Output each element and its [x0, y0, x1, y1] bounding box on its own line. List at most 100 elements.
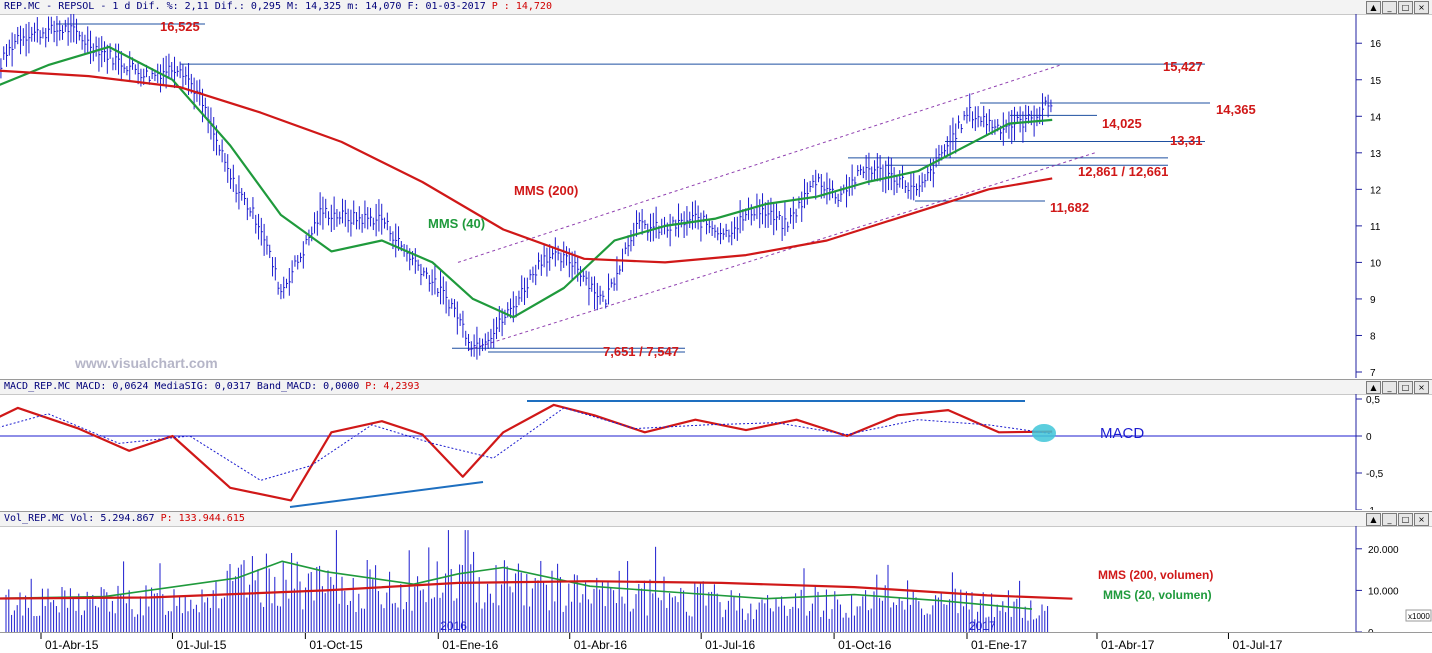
macd-maximize-button[interactable]: □ — [1398, 381, 1413, 394]
volume-maximize-button[interactable]: □ — [1398, 513, 1413, 526]
year-mark-label: 2017 — [969, 619, 996, 633]
price-tick-label: 9 — [1370, 295, 1376, 306]
mms200-label: MMS (200) — [514, 183, 578, 198]
volume-minimize-button[interactable]: _ — [1382, 513, 1397, 526]
time-tick-label: 01-Oct-16 — [838, 638, 892, 652]
maximize-button[interactable]: □ — [1398, 1, 1413, 14]
macd-chart: 0,5 0 -0,5 -1 MACD — [0, 394, 1384, 510]
vol-mms20-line — [0, 560, 1033, 610]
signal-value: MediaSIG: 0,0317 — [154, 381, 251, 392]
dif: Dif.: 0,295 — [214, 1, 281, 12]
min-value: m: 14,070 — [347, 1, 402, 12]
band-value: Band_MACD: 0,0000 — [256, 381, 360, 392]
volume-close-button[interactable]: × — [1414, 513, 1429, 526]
macd-pane-header: MACD_REP.MC MACD: 0,0624 MediaSIG: 0,031… — [0, 380, 1432, 395]
symbol: REP.MC — [4, 1, 41, 12]
macd-pane-label: MACD — [1100, 425, 1144, 442]
price-pane[interactable]: REP.MC - REPSOL - 1 d Dif. %: 2,11 Dif.:… — [0, 0, 1432, 378]
volume-pane[interactable]: Vol_REP.MC Vol: 5.294.867 P: 133.944.615… — [0, 511, 1432, 633]
macd-scroll-up-icon[interactable]: ▲ — [1366, 381, 1381, 394]
macd-highlight-circle — [1032, 424, 1056, 442]
macd-signal-line — [0, 407, 1053, 481]
macd-trendline-bottom — [289, 481, 484, 508]
price-tick-label: 10 — [1370, 258, 1382, 269]
level-label-2: 15,427 — [1163, 59, 1203, 74]
volume-multiplier: x1000 — [1408, 612, 1430, 621]
channel-lower-line — [467, 152, 1096, 351]
macd-indicator-label: MACD_REP.MC — [4, 381, 71, 392]
macd-pane[interactable]: MACD_REP.MC MACD: 0,0624 MediaSIG: 0,031… — [0, 379, 1432, 510]
macd-tick-label: -0,5 — [1366, 469, 1384, 480]
vol-mms200-line — [0, 580, 1073, 600]
time-tick-label: 01-Ene-16 — [442, 638, 498, 652]
volume-scroll-up-icon[interactable]: ▲ — [1366, 513, 1381, 526]
macd-tick-label: 0,5 — [1366, 395, 1380, 406]
price-tick-label: 11 — [1370, 222, 1381, 233]
level-label-3: 14,365 — [1216, 102, 1256, 117]
time-axis-svg: 01-Abr-15 01-Jul-15 01-Oct-15 01-Ene-16 01-A… — [40, 633, 1283, 652]
price-chart: 16 15 14 13 12 11 10 9 8 7 www.visualchart.com MM… — [0, 14, 1382, 378]
volume-tick-label: 0 — [1368, 628, 1374, 633]
macd-tick-label: -1 — [1366, 506, 1375, 510]
price-pane-header: REP.MC - REPSOL - 1 d Dif. %: 2,11 Dif.:… — [0, 0, 1432, 15]
macd-tick-label: 0 — [1366, 432, 1372, 443]
volume-tick-label: 10.000 — [1368, 586, 1399, 597]
mms200-line — [0, 69, 1053, 264]
volume-header-text: Vol_REP.MC Vol: 5.294.867 P: 133.944.615 — [4, 513, 245, 525]
vol-mms200-label: MMS (200, volumen) — [1098, 568, 1213, 582]
watermark: www.visualchart.com — [74, 355, 218, 371]
price-window-buttons: ▲ _ □ × — [1366, 1, 1429, 14]
macd-close-button[interactable]: × — [1414, 381, 1429, 394]
price-tick-label: 12 — [1370, 185, 1382, 196]
period: 1 d — [112, 1, 131, 12]
max-value: M: 14,325 — [287, 1, 342, 12]
time-tick-label: 01-Jul-16 — [705, 638, 755, 652]
price-tick-label: 8 — [1370, 331, 1376, 342]
level-label-5: 13,31 — [1170, 133, 1203, 148]
volume-tick-label: 20.000 — [1368, 545, 1399, 556]
instrument-name: REPSOL — [58, 1, 95, 12]
close-button[interactable]: × — [1414, 1, 1429, 14]
mms40-line — [0, 45, 1053, 319]
time-tick-label: 01-Abr-15 — [45, 638, 99, 652]
macd-header-text: MACD_REP.MC MACD: 0,0624 MediaSIG: 0,031… — [4, 381, 419, 393]
volume-value: Vol: 5.294.867 — [70, 513, 155, 524]
volume-price: P: 133.944.615 — [160, 513, 245, 524]
volume-chart: 20.000 10.000 0 MMS (200, volumen) MMS (20… — [0, 526, 1432, 633]
volume-multiplier-box — [1405, 609, 1432, 622]
time-tick-label: 01-Jul-15 — [176, 638, 226, 652]
volume-indicator-label: Vol_REP.MC — [4, 513, 65, 524]
price-tick-label: 7 — [1370, 368, 1376, 378]
level-label-7: 11,682 — [1050, 200, 1089, 215]
dif-pct: Dif. %: 2,11 — [136, 1, 209, 12]
time-tick-label: 01-Oct-15 — [309, 638, 363, 652]
last-price: P : 14,720 — [491, 1, 552, 12]
minimize-button[interactable]: _ — [1382, 1, 1397, 14]
scroll-up-icon[interactable]: ▲ — [1366, 1, 1381, 14]
volume-window-buttons: ▲ _ □ × — [1366, 513, 1429, 526]
vol-mms20-label: MMS (20, volumen) — [1103, 588, 1212, 602]
level-label-8: 7,651 / 7,547 — [603, 344, 679, 359]
macd-minimize-button[interactable]: _ — [1382, 381, 1397, 394]
price-header-text: REP.MC - REPSOL - 1 d Dif. %: 2,11 Dif.:… — [4, 1, 552, 12]
level-label-1: 16,525 — [160, 19, 200, 34]
level-label-6: 12,861 / 12,661 — [1078, 164, 1168, 179]
time-tick-label: 01-Abr-17 — [1101, 638, 1155, 652]
macd-line — [0, 403, 1053, 502]
time-tick-label: 01-Abr-16 — [574, 638, 628, 652]
macd-value: MACD: 0,0624 — [76, 381, 149, 392]
macd-price: P: 4,2393 — [365, 381, 420, 392]
price-tick-label: 16 — [1370, 39, 1382, 50]
level-label-4: 14,025 — [1102, 116, 1142, 131]
time-axis: 01-Abr-15 01-Jul-15 01-Oct-15 01-Ene-16 01-A… — [0, 632, 1432, 653]
price-tick-label: 14 — [1370, 112, 1382, 123]
volume-pane-header: Vol_REP.MC Vol: 5.294.867 P: 133.944.615… — [0, 512, 1432, 527]
time-tick-label: 01-Ene-17 — [971, 638, 1027, 652]
macd-window-buttons: ▲ _ □ × — [1366, 381, 1429, 394]
price-tick-label: 15 — [1370, 76, 1382, 87]
year-mark-label: 2016 — [440, 619, 467, 633]
date-value: F: 01-03-2017 — [407, 1, 486, 12]
time-tick-label: 01-Jul-17 — [1232, 638, 1282, 652]
mms40-label: MMS (40) — [428, 216, 485, 231]
price-tick-label: 13 — [1370, 149, 1382, 160]
